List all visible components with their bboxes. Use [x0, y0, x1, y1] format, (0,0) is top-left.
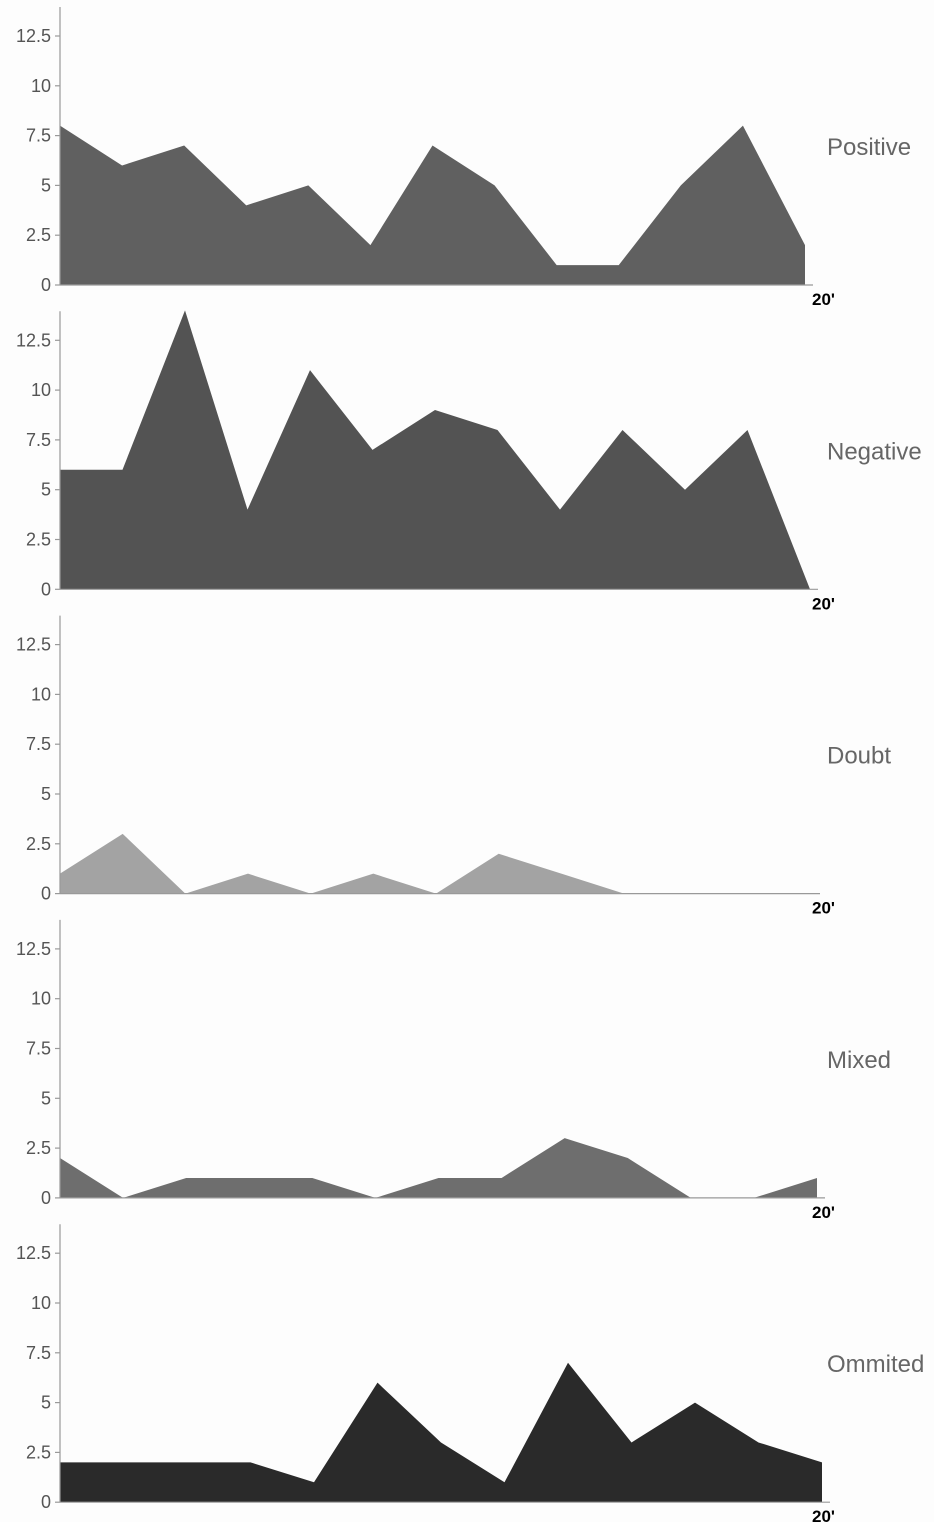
x-end-label: 20' [812, 1203, 835, 1222]
x-end-label: 20' [812, 1507, 835, 1522]
y-tick-label: 7.5 [26, 126, 51, 146]
area-series [60, 1138, 817, 1198]
y-tick-label: 10 [31, 989, 51, 1009]
panel-label: Negative [827, 438, 922, 465]
panel-label: Doubt [827, 743, 891, 770]
area-series [60, 833, 812, 894]
y-tick-label: 2.5 [26, 530, 51, 550]
panel-2: 0 2.5 5 7.5 10 12.5 Doubt 20' [16, 615, 891, 918]
area-series [60, 125, 805, 285]
y-tick-label: 5 [41, 784, 51, 804]
y-tick-label: 12.5 [16, 1243, 51, 1263]
y-tick-label: 7.5 [26, 430, 51, 450]
x-end-label: 20' [812, 290, 835, 309]
x-end-label: 20' [812, 899, 835, 918]
panel-3: 0 2.5 5 7.5 10 12.5 Mixed 20' [16, 919, 891, 1222]
panel-4: 0 2.5 5 7.5 10 12.5 Ommited 20' [16, 1224, 924, 1522]
y-tick-label: 12.5 [16, 26, 51, 46]
y-tick-label: 0 [41, 1492, 51, 1512]
y-tick-label: 7.5 [26, 1343, 51, 1363]
y-tick-label: 5 [41, 1393, 51, 1413]
y-tick-label: 10 [31, 1293, 51, 1313]
y-tick-label: 10 [31, 380, 51, 400]
y-tick-label: 5 [41, 1088, 51, 1108]
y-tick-label: 2.5 [26, 225, 51, 245]
y-tick-label: 0 [41, 275, 51, 295]
y-tick-label: 7.5 [26, 734, 51, 754]
y-tick-label: 12.5 [16, 939, 51, 959]
y-tick-label: 2.5 [26, 1138, 51, 1158]
y-tick-label: 2.5 [26, 834, 51, 854]
y-tick-label: 12.5 [16, 330, 51, 350]
y-tick-label: 7.5 [26, 1039, 51, 1059]
panel-label: Mixed [827, 1047, 891, 1074]
panel-0: 0 2.5 5 7.5 10 12.5 Positive 20' [16, 7, 911, 309]
y-tick-label: 10 [31, 76, 51, 96]
y-tick-label: 10 [31, 684, 51, 704]
y-tick-label: 0 [41, 884, 51, 904]
panel-1: 0 2.5 5 7.5 10 12.5 Negative 20' [16, 310, 922, 613]
y-tick-label: 5 [41, 480, 51, 500]
y-tick-label: 0 [41, 579, 51, 599]
y-tick-label: 2.5 [26, 1442, 51, 1462]
area-series [60, 310, 810, 590]
y-tick-label: 5 [41, 175, 51, 195]
y-tick-label: 0 [41, 1188, 51, 1208]
panel-label: Positive [827, 134, 911, 161]
x-end-label: 20' [812, 594, 835, 613]
area-series [60, 1362, 822, 1503]
y-tick-label: 12.5 [16, 635, 51, 655]
panel-label: Ommited [827, 1351, 924, 1378]
